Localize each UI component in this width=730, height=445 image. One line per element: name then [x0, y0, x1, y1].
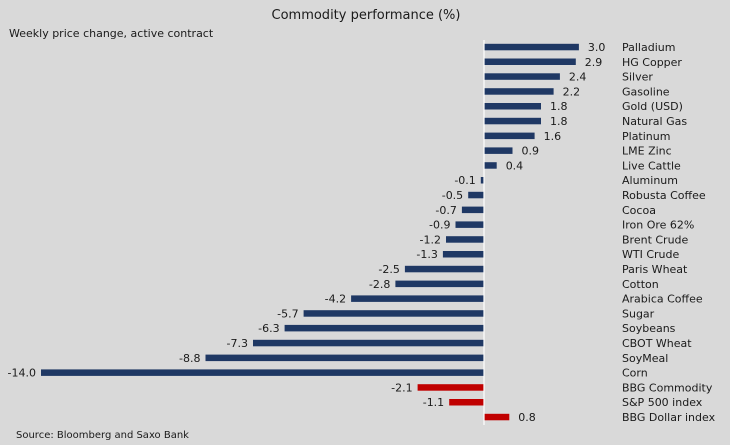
- bar-value-label: 1.8: [550, 100, 568, 113]
- bar-value-label: 2.9: [585, 56, 603, 69]
- bar-value-label: 0.9: [522, 145, 540, 158]
- bar-value-label: 0.4: [506, 159, 524, 172]
- bar-value-label: 0.8: [518, 411, 536, 424]
- bar-cotton: [395, 280, 484, 288]
- chart-title: Commodity performance (%): [272, 8, 461, 23]
- bar-category-label: Gold (USD): [622, 100, 683, 113]
- bar-bbg-dollar-index: [484, 413, 510, 421]
- bar-value-label: -1.2: [420, 233, 441, 246]
- bar-category-label: BBG Commodity: [622, 381, 713, 394]
- bar-value-label: -2.8: [369, 278, 390, 291]
- bar-category-label: Soybeans: [622, 322, 676, 335]
- bar-value-label: -1.1: [423, 396, 444, 409]
- bar-category-label: HG Copper: [622, 56, 682, 69]
- bar-lme-zinc: [484, 147, 513, 154]
- bar-category-label: Arabica Coffee: [622, 293, 703, 306]
- bar-soymeal: [205, 354, 484, 362]
- chart-subtitle: Weekly price change, active contract: [9, 27, 214, 40]
- bar-value-label: -14.0: [8, 367, 36, 380]
- bar-natural-gas: [484, 117, 541, 125]
- bar-category-label: Live Cattle: [622, 159, 681, 172]
- bar-category-label: CBOT Wheat: [622, 337, 692, 350]
- chart-source: Source: Bloomberg and Saxo Bank: [16, 430, 189, 441]
- bar-category-label: BBG Dollar index: [622, 411, 716, 424]
- bar-brent-crude: [446, 236, 484, 243]
- bar-value-label: -6.3: [258, 322, 279, 335]
- bar-category-label: SoyMeal: [622, 352, 668, 365]
- bar-category-label: Natural Gas: [622, 115, 687, 128]
- bar-arabica-coffee: [351, 295, 484, 302]
- bar-value-label: 2.2: [563, 85, 581, 98]
- bar-silver: [484, 73, 560, 80]
- bar-value-label: 1.6: [544, 130, 562, 143]
- bar-value-label: -7.3: [227, 337, 248, 350]
- bar-value-label: -8.8: [179, 352, 200, 365]
- bar-gasoline: [484, 88, 554, 95]
- bars-layer: 3.0 Palladium 2.9 HG Copper 2.4 Silver 2.2 Gaso…: [8, 41, 716, 424]
- bar-gold-usd: [484, 103, 541, 110]
- bar-platinum: [484, 132, 535, 140]
- bar-hg-copper: [484, 58, 576, 65]
- bar-category-label: Corn: [622, 367, 648, 380]
- bar-cocoa: [461, 206, 484, 214]
- bar-paris-wheat: [404, 265, 484, 273]
- bar-robusta-coffee: [468, 191, 484, 199]
- bar-category-label: Platinum: [622, 130, 670, 143]
- bar-corn: [41, 369, 484, 376]
- bar-category-label: Palladium: [622, 41, 675, 54]
- bar-value-label: -2.5: [378, 263, 399, 276]
- bar-soybeans: [284, 324, 484, 332]
- bar-sugar: [303, 310, 484, 317]
- bar-value-label: -0.1: [454, 174, 475, 187]
- bar-cbot-wheat: [253, 339, 484, 347]
- bar-category-label: LME Zinc: [622, 145, 672, 158]
- bar-category-label: Sugar: [622, 307, 655, 320]
- bar-category-label: WTI Crude: [622, 248, 679, 261]
- bar-value-label: 2.4: [569, 71, 587, 84]
- bar-s-p-500-index: [449, 399, 484, 406]
- bar-category-label: Aluminum: [622, 174, 678, 187]
- bar-iron-ore-62: [455, 221, 484, 228]
- bar-bbg-commodity: [417, 384, 485, 391]
- bar-category-label: Brent Crude: [622, 233, 689, 246]
- bar-aluminum: [480, 177, 484, 184]
- bar-wti-crude: [442, 251, 484, 258]
- bar-value-label: -4.2: [325, 293, 346, 306]
- bar-category-label: Cocoa: [622, 204, 656, 217]
- bar-palladium: [484, 43, 579, 51]
- bar-value-label: -2.1: [391, 381, 412, 394]
- bar-live-cattle: [484, 162, 497, 169]
- bar-category-label: Cotton: [622, 278, 659, 291]
- bar-value-label: -0.9: [429, 219, 450, 232]
- bar-category-label: S&P 500 index: [622, 396, 703, 409]
- bar-category-label: Robusta Coffee: [622, 189, 706, 202]
- bar-category-label: Silver: [622, 71, 653, 84]
- bar-category-label: Gasoline: [622, 85, 670, 98]
- bar-value-label: 3.0: [588, 41, 606, 54]
- bar-category-label: Paris Wheat: [622, 263, 688, 276]
- bar-value-label: 1.8: [550, 115, 568, 128]
- bar-value-label: -5.7: [277, 307, 298, 320]
- bar-value-label: -0.5: [442, 189, 463, 202]
- bar-value-label: -0.7: [435, 204, 456, 217]
- bar-category-label: Iron Ore 62%: [622, 219, 694, 232]
- bar-value-label: -1.3: [416, 248, 437, 261]
